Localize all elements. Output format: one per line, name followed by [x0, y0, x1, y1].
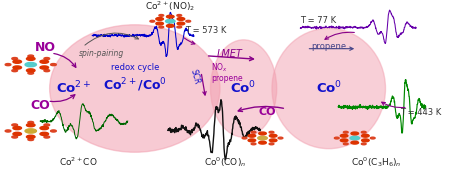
- Circle shape: [156, 18, 163, 20]
- Circle shape: [248, 139, 255, 142]
- Circle shape: [40, 132, 49, 136]
- Circle shape: [40, 66, 49, 69]
- Circle shape: [251, 131, 256, 133]
- Text: T = 443 K: T = 443 K: [400, 108, 441, 117]
- Circle shape: [12, 58, 18, 60]
- Circle shape: [40, 126, 49, 130]
- Circle shape: [12, 124, 18, 126]
- Circle shape: [334, 137, 339, 139]
- Text: propene: propene: [211, 74, 243, 83]
- Circle shape: [13, 132, 21, 136]
- Circle shape: [166, 24, 174, 27]
- Circle shape: [51, 130, 56, 132]
- Ellipse shape: [210, 40, 277, 137]
- Circle shape: [166, 19, 175, 23]
- Circle shape: [156, 22, 163, 25]
- Circle shape: [26, 135, 35, 138]
- Circle shape: [166, 15, 174, 18]
- Circle shape: [177, 15, 182, 16]
- Circle shape: [343, 131, 348, 133]
- Circle shape: [26, 69, 35, 72]
- Circle shape: [13, 60, 21, 63]
- Circle shape: [177, 18, 185, 20]
- Circle shape: [44, 58, 50, 60]
- Circle shape: [340, 134, 348, 137]
- Text: NO: NO: [35, 41, 55, 54]
- Text: Co$^{0}$(C$_3$H$_6$)$_n$: Co$^{0}$(C$_3$H$_6$)$_n$: [351, 155, 401, 169]
- Circle shape: [242, 137, 247, 139]
- Circle shape: [269, 143, 274, 145]
- Circle shape: [351, 132, 359, 135]
- Circle shape: [12, 70, 18, 72]
- Circle shape: [269, 131, 274, 133]
- Circle shape: [5, 130, 11, 132]
- Circle shape: [44, 70, 50, 72]
- Circle shape: [350, 136, 359, 140]
- Circle shape: [5, 64, 11, 66]
- Circle shape: [44, 136, 50, 138]
- Circle shape: [28, 138, 34, 141]
- Circle shape: [159, 15, 164, 16]
- Circle shape: [362, 139, 369, 142]
- Text: CO: CO: [30, 99, 50, 112]
- Circle shape: [270, 139, 277, 142]
- Circle shape: [26, 57, 35, 60]
- Circle shape: [177, 22, 185, 25]
- Text: T = 573 K: T = 573 K: [185, 27, 227, 35]
- Text: Co$^{2+}$: Co$^{2+}$: [56, 80, 91, 97]
- Circle shape: [150, 20, 155, 22]
- Circle shape: [186, 20, 191, 22]
- Circle shape: [159, 26, 164, 28]
- Circle shape: [251, 143, 256, 145]
- Text: Co$^{2+}$(NO)$_2$: Co$^{2+}$(NO)$_2$: [145, 0, 195, 13]
- Text: Co$^{0}$(CO)$_n$: Co$^{0}$(CO)$_n$: [203, 155, 246, 169]
- Circle shape: [177, 26, 182, 28]
- Text: propene: propene: [311, 42, 346, 51]
- Circle shape: [278, 137, 283, 139]
- Circle shape: [343, 143, 348, 145]
- Circle shape: [362, 134, 369, 137]
- Circle shape: [25, 129, 36, 133]
- Circle shape: [270, 134, 277, 137]
- Circle shape: [40, 60, 49, 63]
- Circle shape: [259, 141, 266, 144]
- Text: T = 77 K: T = 77 K: [300, 16, 336, 25]
- Circle shape: [28, 55, 34, 57]
- Ellipse shape: [50, 25, 220, 152]
- Circle shape: [13, 126, 21, 130]
- Circle shape: [340, 139, 348, 142]
- Text: spin-pairing: spin-pairing: [79, 49, 124, 58]
- Text: Co$^{2+}$/Co$^{0}$: Co$^{2+}$/Co$^{0}$: [103, 76, 167, 94]
- Circle shape: [25, 62, 36, 67]
- Circle shape: [248, 134, 255, 137]
- Circle shape: [51, 64, 56, 66]
- Text: SCR: SCR: [189, 68, 201, 86]
- Circle shape: [12, 136, 18, 138]
- Circle shape: [28, 121, 34, 124]
- Text: CO: CO: [259, 107, 276, 117]
- Circle shape: [26, 124, 35, 127]
- Circle shape: [13, 66, 21, 69]
- Text: NO$_x$: NO$_x$: [211, 62, 228, 74]
- Text: Co$^{2+}$CO: Co$^{2+}$CO: [59, 156, 97, 168]
- Text: LMET: LMET: [217, 49, 242, 59]
- Circle shape: [259, 132, 266, 135]
- Circle shape: [361, 131, 366, 133]
- Ellipse shape: [272, 28, 385, 149]
- Circle shape: [370, 137, 375, 139]
- Circle shape: [351, 141, 359, 144]
- Circle shape: [361, 143, 366, 145]
- Text: redox cycle: redox cycle: [111, 63, 159, 72]
- Circle shape: [258, 136, 267, 140]
- Text: Co$^{0}$: Co$^{0}$: [230, 80, 257, 97]
- Circle shape: [44, 124, 50, 126]
- Circle shape: [28, 72, 34, 74]
- Text: Co$^{0}$: Co$^{0}$: [315, 80, 342, 97]
